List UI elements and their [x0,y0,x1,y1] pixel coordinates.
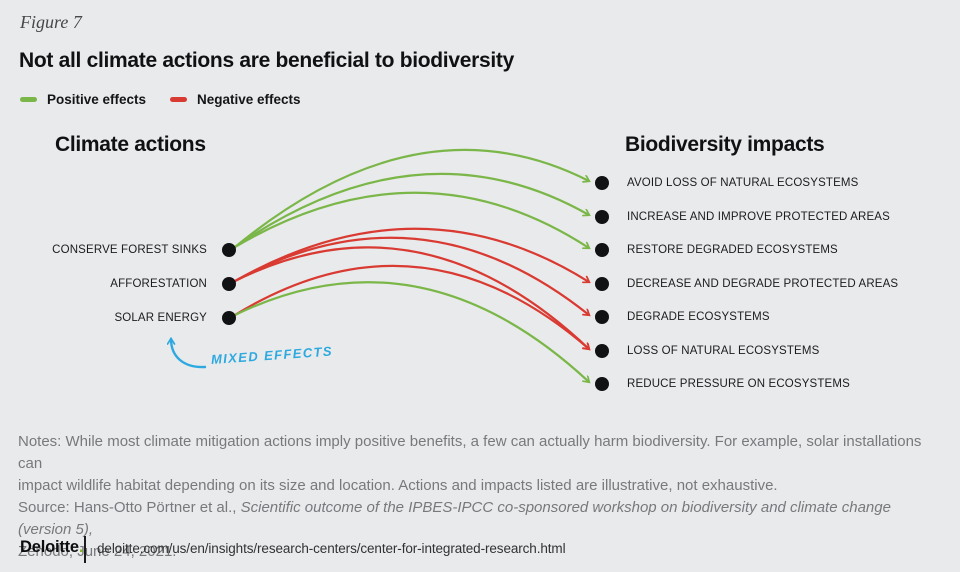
footer-divider [84,536,86,563]
link-negative [234,227,589,282]
impact-dot [595,243,609,257]
source-line-1: Source: Hans-Otto Pörtner et al., Scient… [18,497,948,541]
action-dot [222,243,236,257]
impact-label: LOSS OF NATURAL ECOSYSTEMS [627,345,820,357]
impact-dot [595,210,609,224]
impact-label: REDUCE PRESSURE ON ECOSYSTEMS [627,378,850,390]
figure-label: Figure 7 [20,12,82,32]
source-line-2: Zenodo, June 24, 2021. [18,543,177,560]
notes-line-1: Notes: While most climate mitigation act… [18,433,922,472]
link-positive [234,148,589,248]
impact-dot [595,377,609,391]
deloitte-logo-period: . [78,538,84,556]
link-positive [234,191,589,248]
impact-dot [595,277,609,291]
impact-dot [595,310,609,324]
climate-actions-header: Climate actions [55,133,206,156]
legend-item-negative: Negative effects [170,92,301,107]
impact-dot [595,344,609,358]
action-label: CONSERVE FOREST SINKS [52,244,207,256]
mixed-effects-annotation: MIXED EFFECTS [210,343,334,367]
impact-label: RESTORE DEGRADED ECOSYSTEMS [627,244,838,256]
legend-item-positive: Positive effects [20,92,146,107]
link-positive [234,281,589,382]
legend-positive-label: Positive effects [47,92,147,107]
deloitte-logo: Deloitte. [20,538,84,556]
action-label: SOLAR ENERGY [114,312,207,324]
annotation-arrow-icon [171,339,207,369]
link-negative [234,264,589,349]
biodiversity-impacts-header: Biodiversity impacts [625,133,825,156]
impact-label: DEGRADE ECOSYSTEMS [627,311,770,323]
figure-title: Not all climate actions are beneficial t… [19,49,514,72]
footer-url: deloitte.com/us/en/insights/research-cen… [97,541,566,556]
source-italic-title: Scientific outcome of the IPBES-IPCC co-… [18,499,891,538]
impact-label: INCREASE AND IMPROVE PROTECTED AREAS [627,211,890,223]
link-negative [234,236,589,315]
impact-label: AVOID LOSS OF NATURAL ECOSYSTEMS [627,177,859,189]
source-prefix: Source: Hans-Otto Pörtner et al., [18,499,241,516]
negative-effect-dash-icon [170,97,187,102]
notes-line-2: impact wildlife habitat depending on its… [18,477,778,494]
action-dot [222,311,236,325]
impact-label: DECREASE AND DEGRADE PROTECTED AREAS [627,278,899,290]
action-label: AFFORESTATION [110,278,207,290]
legend-negative-label: Negative effects [197,92,301,107]
impact-dot [595,176,609,190]
action-dot [222,277,236,291]
notes-block: Notes: While most climate mitigation act… [18,431,948,563]
link-positive [234,172,589,248]
positive-effect-dash-icon [20,97,37,102]
link-negative [234,246,589,349]
